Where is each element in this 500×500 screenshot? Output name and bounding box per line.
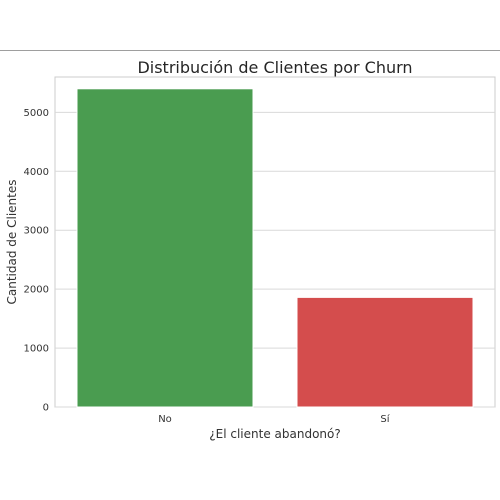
y-axis-label: Cantidad de Clientes [5,180,19,305]
top-divider [0,50,500,51]
y-tick-label: 0 [43,403,49,414]
y-tick-label: 3000 [24,226,49,237]
y-tick-label: 5000 [24,108,49,119]
bar-si [296,296,474,408]
chart-title: Distribución de Clientes por Churn [137,58,412,77]
x-axis-label: ¿El cliente abandonó? [209,427,340,441]
bar-no [76,88,254,408]
bars [76,88,474,408]
y-tick-label: 4000 [24,167,49,178]
y-tick-label: 2000 [24,285,49,296]
x-tick-label: No [158,414,172,425]
x-tick-label: Sí [380,413,390,425]
y-tick-label: 1000 [24,344,49,355]
x-axis-ticks: No Sí [158,413,391,425]
y-axis-ticks: 0 1000 2000 3000 4000 5000 [24,108,49,414]
